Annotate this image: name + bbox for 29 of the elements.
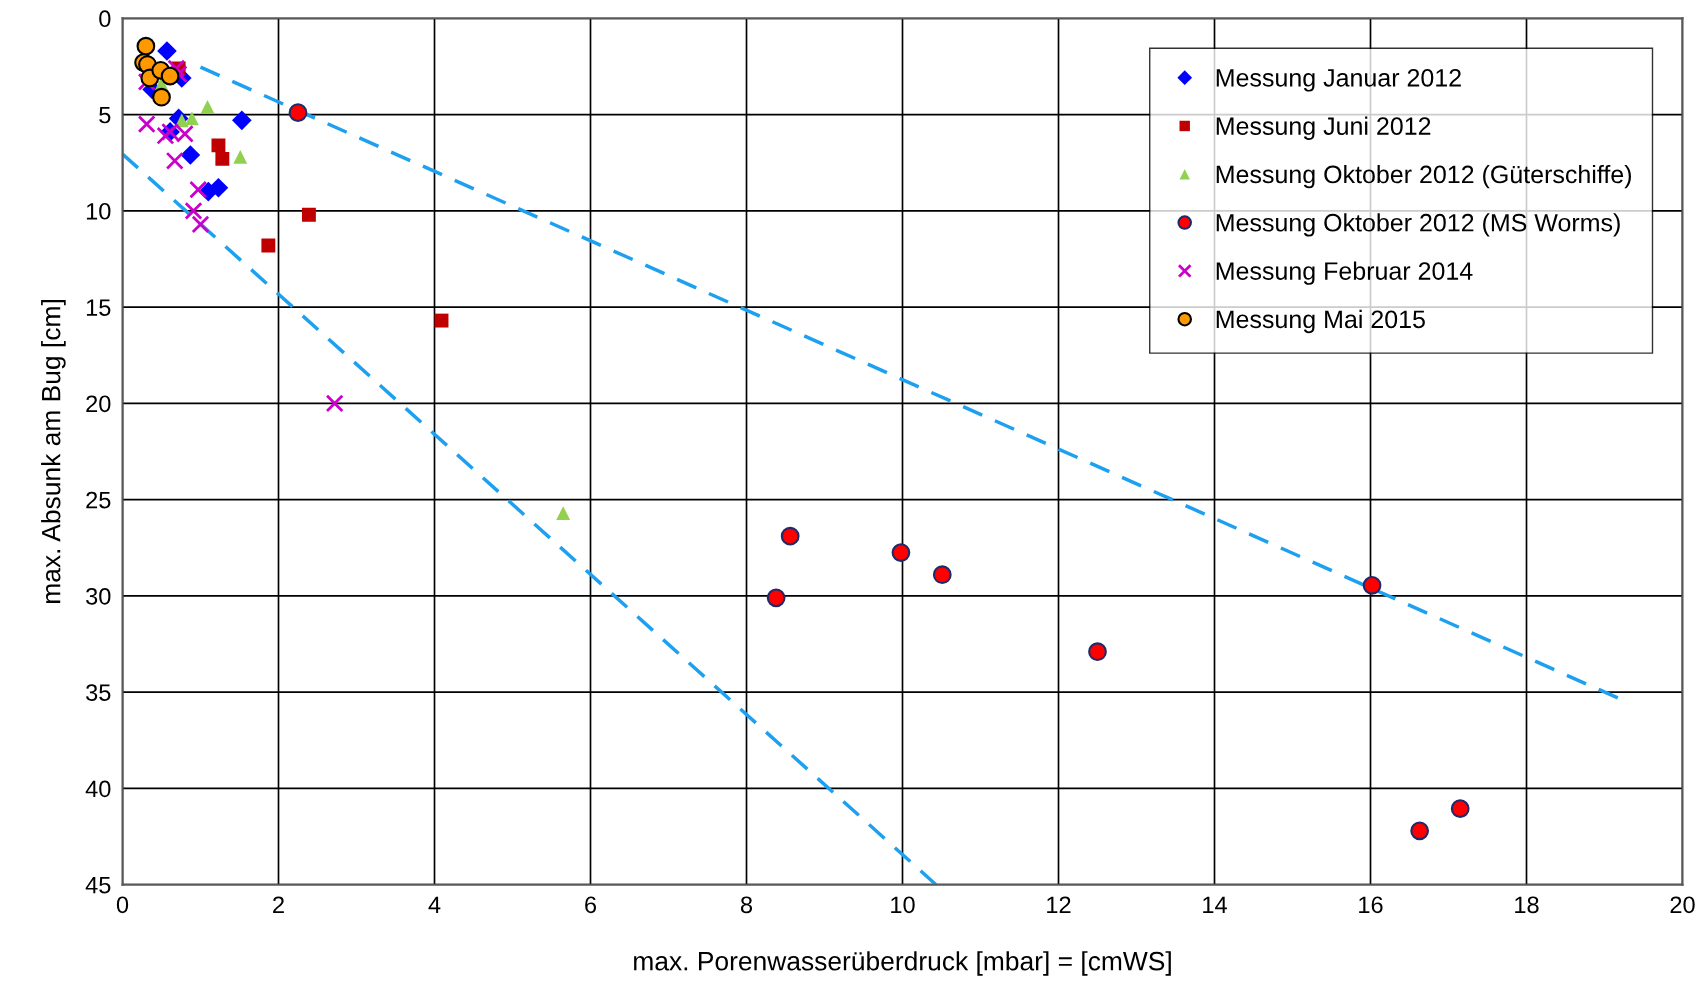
legend-label: Messung Oktober 2012 (MS Worms) [1216,213,1620,237]
y-tick-label: 0 [99,10,111,28]
y-tick-label: 5 [99,106,111,124]
y-tick-label: 15 [86,299,111,316]
y-tick-label: 20 [86,395,111,413]
x-tick-label: 6 [585,896,597,914]
x-tick-label: 2 [273,896,284,913]
x-tick-label: 12 [1047,896,1071,913]
y-tick-label: 35 [86,684,111,701]
y-tick-label: 30 [86,587,111,605]
x-tick-label: 10 [891,896,915,914]
x-axis-title: max. Porenwasserüberdruck [mbar] = [cmWS] [634,951,1171,976]
x-tick-label: 14 [1203,896,1227,913]
y-tick-label: 10 [86,202,111,220]
x-tick-label: 8 [740,896,753,914]
legend-label: Messung Februar 2014 [1216,261,1473,285]
y-tick-label: 25 [86,491,111,509]
y-axis-title: max. Absunk am Bug [cm] [41,300,66,604]
x-tick-label: 20 [1670,896,1695,914]
y-tick-label: 45 [85,877,111,894]
x-tick-label: 0 [116,896,129,914]
legend-label: Messung Mai 2015 [1216,309,1425,334]
x-tick-label: 4 [428,896,441,913]
legend-label: Messung Oktober 2012 (Güterschiffe) [1216,164,1631,189]
x-tick-label: 18 [1515,896,1539,914]
legend-label: Messung Januar 2012 [1216,68,1461,92]
x-tick-label: 16 [1359,896,1383,914]
legend-label: Messung Juni 2012 [1216,116,1431,140]
y-tick-label: 40 [85,780,111,798]
